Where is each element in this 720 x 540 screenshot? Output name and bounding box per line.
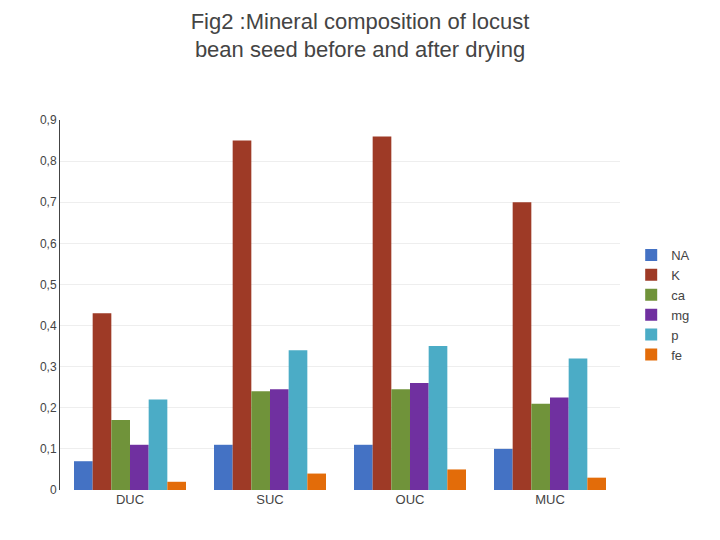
svg-text:0,1: 0,1 xyxy=(40,442,57,456)
svg-text:0,8: 0,8 xyxy=(40,154,57,168)
svg-text:fe: fe xyxy=(671,348,682,363)
svg-text:SUC: SUC xyxy=(256,492,283,507)
svg-text:DUC: DUC xyxy=(116,492,144,507)
svg-text:0: 0 xyxy=(50,483,57,497)
svg-text:mg: mg xyxy=(671,308,689,323)
svg-text:K: K xyxy=(671,268,680,283)
svg-text:0,9: 0,9 xyxy=(40,113,57,127)
svg-text:NA: NA xyxy=(671,248,689,263)
svg-text:0,3: 0,3 xyxy=(40,360,57,374)
svg-text:0,4: 0,4 xyxy=(40,319,57,333)
svg-text:MUC: MUC xyxy=(535,492,565,507)
svg-text:ca: ca xyxy=(671,288,686,303)
svg-text:Fig2 :Mineral composition of l: Fig2 :Mineral composition of locustbean … xyxy=(191,9,530,63)
svg-text:0,7: 0,7 xyxy=(40,195,57,209)
svg-text:OUC: OUC xyxy=(396,492,425,507)
svg-text:0,2: 0,2 xyxy=(40,401,57,415)
svg-text:0,6: 0,6 xyxy=(40,237,57,251)
svg-text:p: p xyxy=(671,328,678,343)
svg-text:0,5: 0,5 xyxy=(40,278,57,292)
